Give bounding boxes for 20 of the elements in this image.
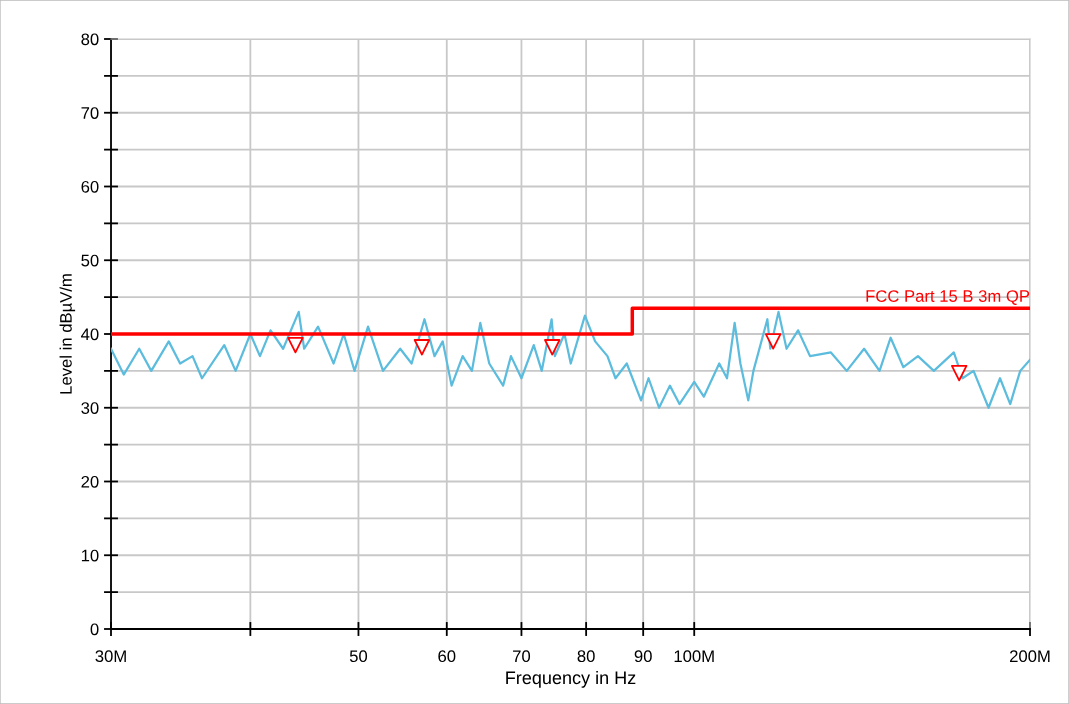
y-tick-label: 10 — [81, 549, 99, 562]
series-label: FCC Part 15 B 3m QP — [866, 290, 1030, 305]
x-tick-label: 80 — [577, 650, 595, 663]
x-tick-label: 200M — [1009, 650, 1050, 663]
y-tick-label: 0 — [90, 623, 99, 636]
y-tick-label: 70 — [81, 107, 99, 119]
x-tick-label: 100M — [674, 650, 714, 663]
y-tick-label: 20 — [81, 475, 99, 488]
x-tick-label: 50 — [349, 650, 368, 663]
x-tick-label: 60 — [438, 650, 456, 663]
x-tick-label: 30M — [95, 650, 126, 663]
x-tick-label: 90 — [634, 650, 652, 663]
y-tick-label: 60 — [81, 180, 99, 193]
x-tick-label: 70 — [513, 650, 531, 663]
y-tick-label: 30 — [81, 402, 99, 414]
x-axis-title: Frequency in Hz — [506, 670, 636, 688]
y-tick-label: 80 — [81, 33, 99, 46]
y-tick-label: 50 — [81, 254, 99, 267]
y-axis-title: Level in dBµV/m — [59, 274, 76, 394]
y-tick-label: 40 — [81, 328, 99, 341]
